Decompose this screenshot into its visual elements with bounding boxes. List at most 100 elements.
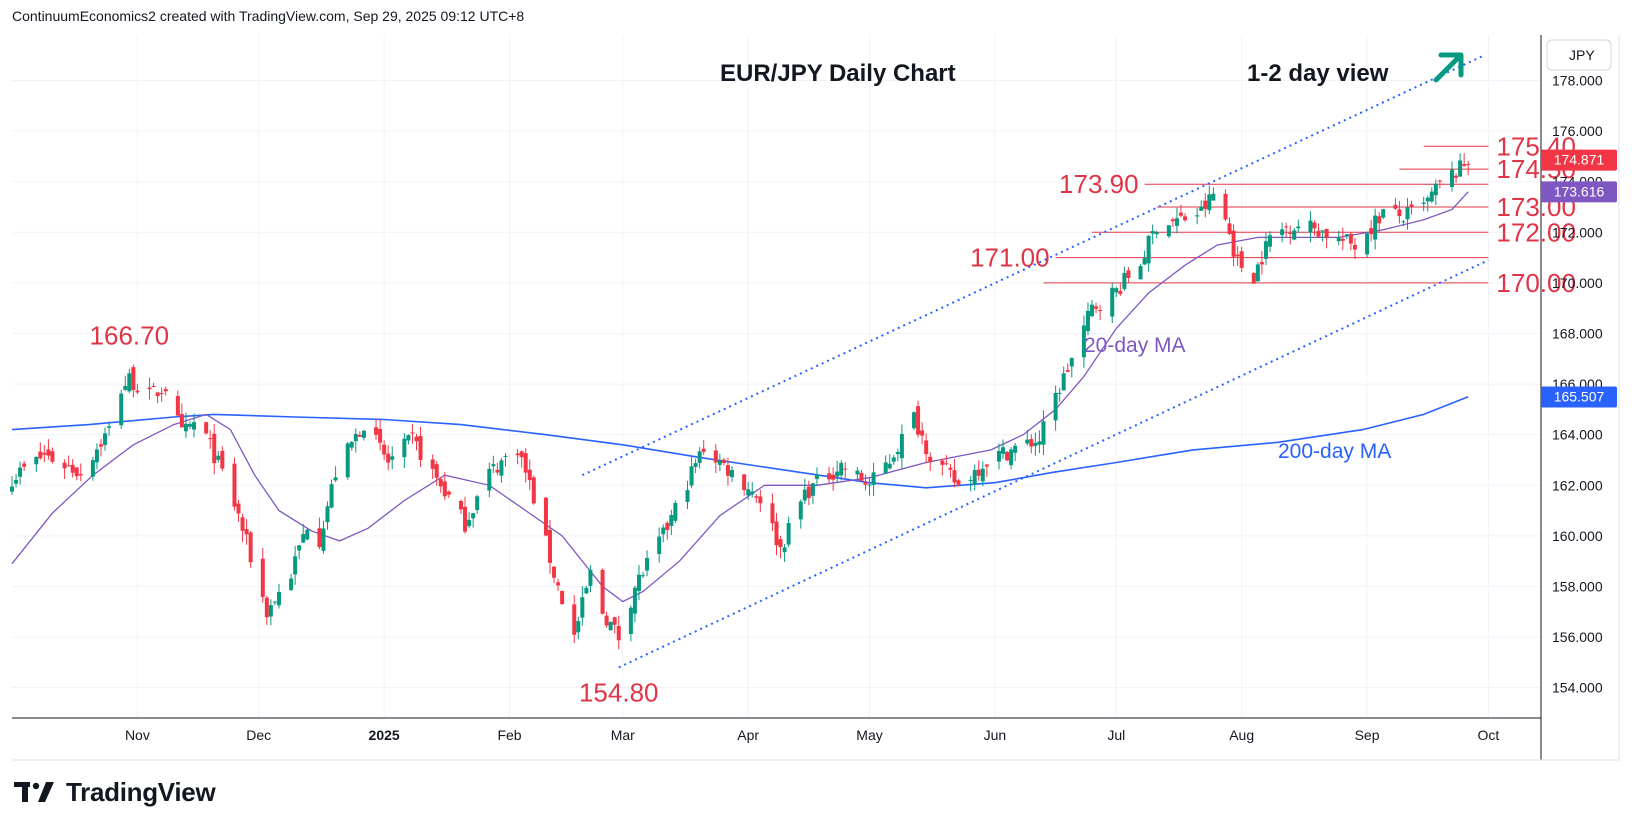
candle-body (1454, 175, 1459, 178)
candle-body (600, 569, 605, 614)
time-axis[interactable]: Nov Dec 2025 Feb Mar Apr May Jun Jul Aug Sep Oct (125, 727, 1499, 743)
candle-body (572, 604, 577, 635)
candle-body (1025, 439, 1030, 444)
candle-body (216, 455, 221, 460)
candle-body (475, 496, 480, 510)
candle-body (1433, 183, 1438, 196)
y-tick-label: 160.000 (1552, 528, 1603, 544)
y-tick-label: 156.000 (1552, 629, 1603, 645)
candle-body (843, 468, 848, 470)
candle-body (272, 601, 277, 603)
candle-body (94, 449, 99, 463)
candle-body (390, 456, 395, 460)
candle-body (531, 477, 536, 504)
level-label: 172.00 (1496, 217, 1576, 247)
currency-button[interactable]: JPY (1546, 39, 1612, 71)
candle-body (1069, 357, 1074, 367)
candle-body (689, 466, 694, 486)
candle-body (1203, 200, 1208, 209)
price-axis[interactable]: 154.000 156.000 158.000 160.000 162.000 164.0… (1552, 73, 1603, 696)
candle-body (754, 496, 759, 498)
candle-body (107, 426, 112, 428)
candle-body (446, 491, 451, 495)
candle-body (641, 575, 646, 577)
candle-body (1429, 191, 1434, 202)
candle-body (924, 440, 929, 455)
candle-body (317, 528, 322, 548)
candle-body (976, 469, 981, 476)
candle-body (135, 390, 140, 393)
candle-body (863, 481, 868, 485)
candle-body (1081, 325, 1086, 358)
candle-body (948, 467, 953, 470)
candle-body (1340, 238, 1345, 241)
candle-body (770, 503, 775, 524)
candle-body (1458, 160, 1463, 177)
candle-body (758, 496, 763, 504)
candle-body (147, 387, 152, 390)
candle-body (552, 566, 557, 578)
candle-body (782, 547, 787, 553)
candle-body (1001, 447, 1006, 454)
candle-body (232, 463, 237, 507)
candle-body (1462, 164, 1467, 166)
candle-body (471, 513, 476, 519)
candle-body (1154, 232, 1159, 235)
candle-body (90, 460, 95, 477)
candle-body (693, 463, 698, 467)
candle-body (236, 503, 241, 514)
candle-body (616, 626, 621, 641)
candle-body (260, 558, 265, 598)
candle-body (1207, 194, 1212, 211)
ma200-label: 200-day MA (1278, 440, 1391, 463)
y-tick-label: 172.000 (1552, 224, 1603, 240)
candle-body (1174, 218, 1179, 226)
candle-body (98, 444, 103, 447)
candle-body (325, 506, 330, 523)
candle-body (123, 386, 128, 390)
candle-body (438, 479, 443, 487)
candle-body (1061, 373, 1066, 391)
candle-body (499, 460, 504, 476)
candle-body (1037, 441, 1042, 445)
candle-body (74, 467, 79, 477)
candle-body (1114, 288, 1119, 293)
x-tick-label: Jul (1107, 727, 1125, 743)
candle-body (442, 481, 447, 497)
candle-body (357, 434, 362, 437)
candle-body (353, 433, 358, 442)
candle-body (1437, 180, 1442, 182)
x-tick-label: Dec (246, 727, 271, 743)
candle-body (1098, 310, 1103, 312)
candle-body (883, 462, 888, 474)
candle-body (750, 491, 755, 495)
candle-body (1397, 209, 1402, 217)
y-tick-label: 158.000 (1552, 578, 1603, 594)
price-badge-bg (1541, 386, 1617, 408)
candle-body (187, 423, 192, 427)
candle-body (1369, 228, 1374, 235)
trend-channel-layer (581, 54, 1489, 669)
candle-body (1126, 270, 1131, 278)
candle-body (855, 470, 860, 475)
candle-body (685, 490, 690, 502)
candle-body (1065, 370, 1070, 372)
candle-body (276, 592, 281, 606)
candle-body (467, 519, 472, 527)
candle-body (244, 529, 249, 535)
candle-body (810, 483, 815, 496)
candle-body (798, 501, 803, 520)
tradingview-footer[interactable]: TradingView (14, 776, 216, 808)
candle-body (1296, 226, 1301, 229)
candle-body (1377, 216, 1382, 224)
candle-body (34, 456, 39, 465)
candle-body (1409, 204, 1414, 207)
candle-body (1211, 193, 1216, 201)
candle-body (612, 617, 617, 625)
candle-body (18, 467, 23, 477)
candle-body (345, 443, 350, 478)
candle-body (887, 463, 892, 469)
candle-body (588, 569, 593, 586)
candle-body (361, 430, 366, 438)
